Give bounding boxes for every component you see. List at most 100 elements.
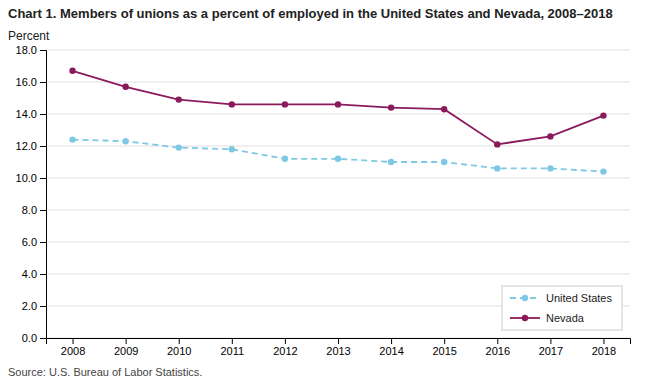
- series: [69, 68, 606, 148]
- grid: [46, 50, 630, 338]
- x-tick-label: 2017: [539, 345, 563, 357]
- y-tick-mark: [40, 114, 46, 115]
- series-line: [73, 71, 604, 145]
- y-tick-label: 16.0: [16, 76, 37, 88]
- x-tick-label: 2012: [273, 345, 297, 357]
- y-tick-mark: [40, 50, 46, 51]
- legend: United States Nevada: [502, 286, 622, 330]
- chart-root: Chart 1. Members of unions as a percent …: [0, 0, 650, 384]
- series: [69, 136, 606, 174]
- x-tick-label: 2014: [379, 345, 403, 357]
- source: Source: U.S. Bureau of Labor Statistics.: [8, 366, 202, 378]
- y-tick-label: 8.0: [22, 204, 37, 216]
- grid-line: [46, 210, 630, 211]
- plot-area: 0.02.04.06.08.010.012.014.016.018.020082…: [16, 44, 631, 357]
- x-tick-label: 2016: [486, 345, 510, 357]
- x-tick: 2012: [273, 338, 297, 357]
- y-axis: 0.0 2.0 4.0 6.0 8.0 10.0 12.0 14.0 16.0 18.0: [16, 44, 47, 344]
- series-point: [335, 101, 341, 107]
- x-tick: 2017: [539, 338, 563, 357]
- series-point: [176, 96, 182, 102]
- x-axis-line: [47, 339, 631, 345]
- legend-item: Nevada: [510, 312, 585, 324]
- y-tick-mark: [40, 82, 46, 83]
- x-tick-mark: [603, 338, 604, 344]
- grid-line: [46, 114, 630, 115]
- series-point: [122, 138, 128, 144]
- series-point: [229, 101, 235, 107]
- y-tick-label: 18.0: [16, 44, 37, 56]
- series-line: [73, 140, 604, 172]
- legend-marker: [522, 315, 528, 321]
- legend-label: Nevada: [546, 312, 585, 324]
- series-point: [441, 106, 447, 112]
- y-tick-label: 12.0: [16, 140, 37, 152]
- series-point: [176, 144, 182, 150]
- series-point: [494, 141, 500, 147]
- series-layer: [69, 68, 606, 175]
- x-tick: 2014: [379, 338, 403, 357]
- series-point: [494, 165, 500, 171]
- grid-line: [46, 178, 630, 179]
- y-axis-line: [40, 51, 47, 339]
- y-tick: 14.0: [16, 108, 46, 120]
- series-point: [69, 136, 75, 142]
- y-tick-label: 10.0: [16, 172, 37, 184]
- x-tick-mark: [338, 338, 339, 344]
- series-point: [388, 104, 394, 110]
- y-tick-mark: [40, 274, 46, 275]
- y-tick: 10.0: [16, 172, 46, 184]
- y-tick: 18.0: [16, 44, 46, 56]
- x-axis: 2008 2009 2010 2011 2012 2013 2014 2015 2016 2017…: [47, 338, 631, 357]
- series-point: [600, 112, 606, 118]
- series-point: [282, 101, 288, 107]
- x-tick: 2013: [326, 338, 350, 357]
- grid-line: [46, 50, 630, 51]
- y-tick: 6.0: [22, 236, 46, 248]
- y-tick-mark: [40, 210, 46, 211]
- y-tick-mark: [40, 178, 46, 179]
- series-point: [282, 156, 288, 162]
- legend-item: United States: [510, 292, 613, 304]
- x-tick-label: 2013: [326, 345, 350, 357]
- x-tick: 2018: [592, 338, 616, 357]
- series-point: [69, 68, 75, 74]
- grid-line: [46, 242, 630, 243]
- y-tick-mark: [40, 338, 46, 339]
- x-tick-mark: [550, 338, 551, 344]
- x-tick-label: 2008: [61, 345, 85, 357]
- x-tick-label: 2011: [220, 345, 244, 357]
- y-tick-label: 4.0: [22, 268, 37, 280]
- series-point: [388, 159, 394, 165]
- series-point: [122, 84, 128, 90]
- x-tick-mark: [126, 338, 127, 344]
- x-tick-label: 2015: [432, 345, 456, 357]
- grid-line: [46, 274, 630, 275]
- x-tick-label: 2018: [592, 345, 616, 357]
- x-tick-mark: [497, 338, 498, 344]
- y-tick: 12.0: [16, 140, 46, 152]
- grid-line: [46, 82, 630, 83]
- series-point: [441, 159, 447, 165]
- y-tick-label: 0.0: [22, 332, 37, 344]
- x-tick-mark: [444, 338, 445, 344]
- x-tick-mark: [285, 338, 286, 344]
- y-tick: 4.0: [22, 268, 46, 280]
- x-tick: 2009: [114, 338, 138, 357]
- y-tick: 8.0: [22, 204, 46, 216]
- legend-label: United States: [546, 292, 613, 304]
- x-tick-mark: [179, 338, 180, 344]
- y-axis-title: Percent: [8, 29, 50, 43]
- x-tick-label: 2010: [167, 345, 191, 357]
- series-point: [547, 133, 553, 139]
- x-tick: 2010: [167, 338, 191, 357]
- x-tick: 2011: [220, 338, 244, 357]
- y-tick: 16.0: [16, 76, 46, 88]
- legend-box: [502, 286, 622, 330]
- x-tick: 2008: [61, 338, 85, 357]
- x-tick: 2016: [486, 338, 510, 357]
- y-tick: 2.0: [22, 300, 46, 312]
- y-tick-mark: [40, 242, 46, 243]
- series-point: [547, 165, 553, 171]
- y-tick-label: 2.0: [22, 300, 37, 312]
